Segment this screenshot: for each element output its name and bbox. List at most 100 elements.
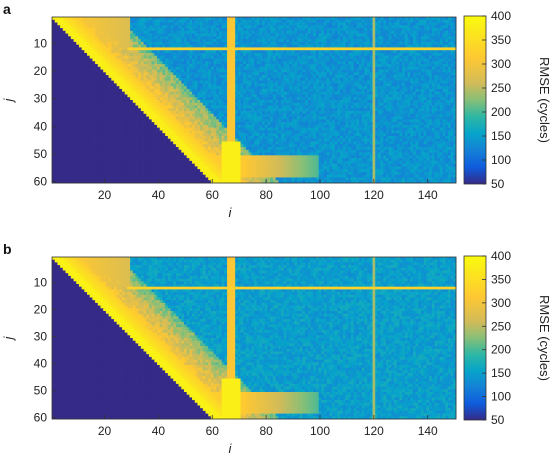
heatmap-cell <box>432 83 435 86</box>
heatmap-cell <box>68 59 71 62</box>
heatmap-cell <box>79 36 82 39</box>
heatmap-cell <box>214 81 217 84</box>
heatmap-cell <box>421 45 424 48</box>
heatmap-cell <box>168 28 171 31</box>
heatmap-cell <box>273 25 276 28</box>
heatmap-cell <box>57 81 60 84</box>
heatmap-cell <box>346 45 349 48</box>
heatmap-cell <box>311 59 314 62</box>
heatmap-cell <box>270 81 273 84</box>
heatmap-cell <box>424 75 427 78</box>
heatmap-cell <box>448 78 451 81</box>
heatmap-cell <box>60 72 63 75</box>
heatmap-cell <box>440 94 443 97</box>
heatmap-cell <box>370 64 373 67</box>
heatmap-cell <box>176 36 179 39</box>
heatmap-cell <box>397 34 400 37</box>
heatmap-cell <box>117 106 120 109</box>
heatmap-cell <box>176 20 179 23</box>
heatmap-cell <box>434 78 437 81</box>
heatmap-cell <box>249 39 252 42</box>
heatmap-cell <box>184 92 187 95</box>
heatmap-cell <box>348 53 351 56</box>
heatmap-cell <box>297 72 300 75</box>
heatmap-cell <box>397 56 400 59</box>
heatmap-cell <box>171 97 174 100</box>
heatmap-cell <box>119 59 122 62</box>
heatmap-cell <box>434 56 437 59</box>
heatmap-cell <box>208 47 211 50</box>
heatmap-cell <box>300 45 303 48</box>
heatmap-cell <box>278 92 281 95</box>
heatmap-cell <box>246 56 249 59</box>
heatmap-cell <box>195 47 198 50</box>
heatmap-cell <box>203 81 206 84</box>
heatmap-cell <box>98 100 101 103</box>
heatmap-cell <box>203 97 206 100</box>
heatmap-cell <box>227 56 230 59</box>
heatmap-cell <box>319 25 322 28</box>
heatmap-cell <box>289 25 292 28</box>
heatmap-cell <box>63 56 66 59</box>
heatmap-cell <box>60 78 63 81</box>
heatmap-cell <box>55 45 58 48</box>
heatmap-cell <box>71 17 74 20</box>
heatmap-cell <box>165 23 168 26</box>
heatmap-cell <box>176 83 179 86</box>
heatmap-cell <box>340 78 343 81</box>
heatmap-cell <box>410 28 413 31</box>
heatmap-cell <box>162 45 165 48</box>
heatmap-cell <box>429 59 432 62</box>
heatmap-cell <box>321 67 324 70</box>
heatmap-cell <box>305 31 308 34</box>
heatmap-cell <box>246 25 249 28</box>
heatmap-cell <box>63 20 66 23</box>
heatmap-cell <box>343 59 346 62</box>
heatmap-cell <box>443 34 446 37</box>
heatmap-cell <box>106 106 109 109</box>
heatmap-cell <box>76 50 79 53</box>
heatmap-cell <box>394 39 397 42</box>
heatmap-cell <box>117 61 120 64</box>
heatmap-cell <box>84 47 87 50</box>
heatmap-cell <box>74 106 77 109</box>
heatmap-cell <box>354 45 357 48</box>
heatmap-cell <box>149 36 152 39</box>
heatmap-cell <box>79 47 82 50</box>
heatmap-cell <box>276 45 279 48</box>
heatmap-cell <box>52 34 55 37</box>
heatmap-cell <box>421 31 424 34</box>
heatmap-cell <box>416 59 419 62</box>
heatmap-cell <box>259 45 262 48</box>
heatmap-cell <box>82 94 85 97</box>
heatmap-cell <box>332 61 335 64</box>
heatmap-cell <box>394 72 397 75</box>
heatmap-cell <box>162 34 165 37</box>
heatmap-cell <box>445 20 448 23</box>
heatmap-cell <box>125 42 128 45</box>
heatmap-cell <box>117 94 120 97</box>
heatmap-cell <box>359 34 362 37</box>
heatmap-cell <box>71 70 74 73</box>
heatmap-cell <box>378 81 381 84</box>
heatmap-cell <box>443 53 446 56</box>
heatmap-cell <box>329 39 332 42</box>
heatmap-cell <box>84 106 87 109</box>
heatmap-cell <box>257 53 260 56</box>
heatmap-cell <box>410 31 413 34</box>
heatmap-cell <box>179 17 182 20</box>
heatmap-cell <box>324 61 327 64</box>
heatmap-cell <box>87 23 90 26</box>
heatmap-cell <box>179 83 182 86</box>
heatmap-cell <box>203 45 206 48</box>
panel-a: 20 40 60 80 100 120 140102030405060ija50100150… <box>1 1 550 220</box>
heatmap-cell <box>313 81 316 84</box>
heatmap-cell <box>273 42 276 45</box>
heatmap-cell <box>389 50 392 53</box>
heatmap-cell <box>103 59 106 62</box>
heatmap-cell <box>399 25 402 28</box>
heatmap-cell <box>149 67 152 70</box>
heatmap-cell <box>381 17 384 20</box>
heatmap-cell <box>122 70 125 73</box>
heatmap-cell <box>152 103 155 106</box>
